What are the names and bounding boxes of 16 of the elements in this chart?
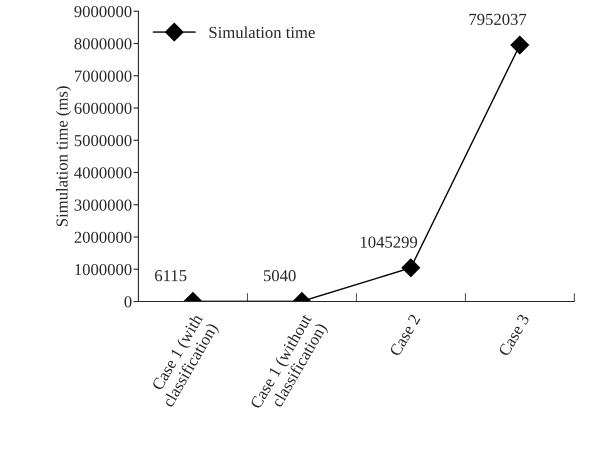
data-label: 7952037 bbox=[470, 14, 526, 25]
y-tick-label: 5000000 bbox=[74, 134, 132, 146]
y-tick-label: 8000000 bbox=[74, 38, 132, 50]
data-label: 1045299 bbox=[360, 236, 418, 248]
y-tick-label: 1000000 bbox=[75, 264, 132, 276]
legend-label: Simulation time bbox=[210, 26, 315, 38]
y-tick-label: 6000000 bbox=[74, 102, 132, 114]
y-tick-label: 2000000 bbox=[74, 232, 132, 243]
y-tick-label: 4000000 bbox=[74, 167, 132, 178]
y-tick-label: 3000000 bbox=[74, 199, 132, 211]
data-label: 6115 bbox=[155, 270, 186, 282]
y-tick-label: 0 bbox=[124, 296, 132, 308]
y-axis-title: Simulation time (ms) bbox=[56, 86, 72, 226]
y-tick-label: 9000000 bbox=[74, 6, 132, 18]
data-label: 5040 bbox=[264, 270, 296, 282]
y-tick-label: 7000000 bbox=[74, 70, 132, 82]
